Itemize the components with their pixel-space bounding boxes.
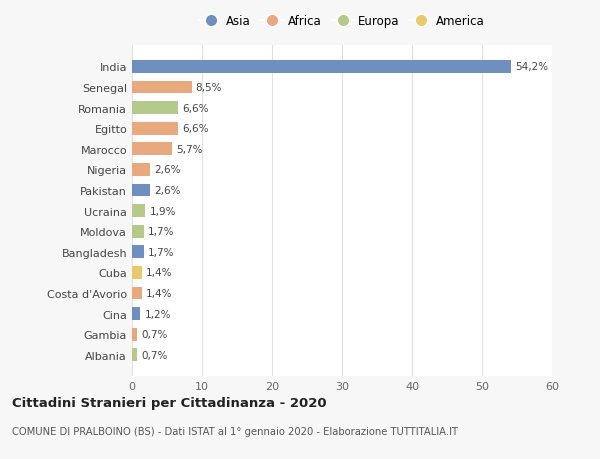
- Bar: [132, 81, 191, 94]
- Text: 54,2%: 54,2%: [515, 62, 549, 72]
- Bar: [132, 184, 150, 197]
- Bar: [132, 143, 172, 156]
- Bar: [132, 225, 144, 238]
- Text: 1,7%: 1,7%: [148, 227, 175, 237]
- Bar: [132, 102, 178, 115]
- Bar: [132, 328, 137, 341]
- Text: 2,6%: 2,6%: [154, 185, 181, 196]
- Text: 6,6%: 6,6%: [182, 103, 209, 113]
- Text: 1,9%: 1,9%: [149, 206, 176, 216]
- Bar: [132, 266, 142, 279]
- Text: 1,2%: 1,2%: [145, 309, 171, 319]
- Bar: [132, 349, 137, 361]
- Text: 6,6%: 6,6%: [182, 124, 209, 134]
- Text: COMUNE DI PRALBOINO (BS) - Dati ISTAT al 1° gennaio 2020 - Elaborazione TUTTITAL: COMUNE DI PRALBOINO (BS) - Dati ISTAT al…: [12, 426, 458, 436]
- Text: 5,7%: 5,7%: [176, 145, 203, 155]
- Text: 8,5%: 8,5%: [196, 83, 222, 93]
- Text: Cittadini Stranieri per Cittadinanza - 2020: Cittadini Stranieri per Cittadinanza - 2…: [12, 396, 326, 409]
- Text: 0,7%: 0,7%: [141, 330, 167, 339]
- Bar: [132, 308, 140, 320]
- Bar: [132, 205, 145, 218]
- Bar: [132, 61, 511, 73]
- Bar: [132, 287, 142, 300]
- Bar: [132, 246, 144, 258]
- Bar: [132, 123, 178, 135]
- Text: 0,7%: 0,7%: [141, 350, 167, 360]
- Text: 1,4%: 1,4%: [146, 288, 173, 298]
- Legend: Asia, Africa, Europa, America: Asia, Africa, Europa, America: [194, 11, 490, 33]
- Bar: [132, 164, 150, 176]
- Text: 2,6%: 2,6%: [154, 165, 181, 175]
- Text: 1,4%: 1,4%: [146, 268, 173, 278]
- Text: 1,7%: 1,7%: [148, 247, 175, 257]
